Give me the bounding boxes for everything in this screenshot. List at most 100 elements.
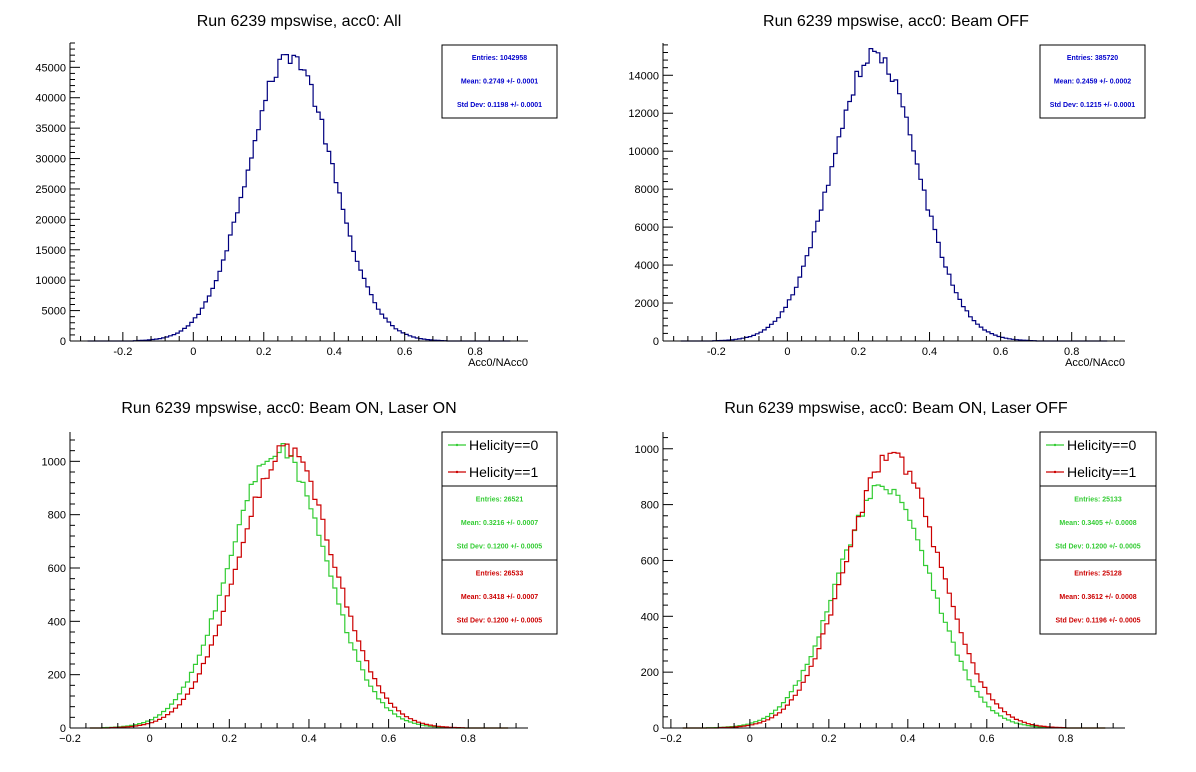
- y-tick-label: 2000: [635, 298, 659, 310]
- y-tick-label: 200: [48, 670, 66, 682]
- stats-line: Std Dev: 0.1200 +/- 0.0005: [457, 618, 543, 625]
- y-tick-label: 0: [60, 723, 66, 735]
- stats-line: Mean: 0.3216 +/- 0.0007: [461, 520, 538, 527]
- stats-line: Entries: 385720: [1067, 55, 1118, 62]
- y-tick-label: 35000: [35, 123, 66, 135]
- x-tick-label: -0.2: [113, 346, 132, 358]
- chart-title: Run 6239 mpswise, acc0: Beam OFF: [763, 13, 1029, 30]
- histogram-series-1: [680, 48, 1108, 342]
- legend-marker: [1053, 443, 1057, 447]
- histogram-series-2: [89, 443, 509, 729]
- x-tick-label: 0.4: [301, 733, 316, 745]
- stats-line: Entries: 25128: [1074, 570, 1122, 577]
- legend-box: [441, 431, 558, 487]
- x-tick-label: 0.6: [397, 346, 412, 358]
- x-tick-label: 0.6: [993, 346, 1008, 358]
- chart-title: Run 6239 mpswise, acc0: Beam ON, Laser O…: [121, 400, 456, 417]
- stats-box: [1039, 44, 1146, 119]
- y-tick-label: 600: [48, 563, 66, 575]
- stats-box: [1039, 485, 1157, 561]
- y-tick-label: 10000: [35, 275, 66, 287]
- y-tick-label: 14000: [628, 70, 659, 82]
- y-tick-label: 0: [653, 336, 659, 348]
- chart-title: Run 6239 mpswise, acc0: All: [197, 13, 402, 30]
- chart-panel-4: Run 6239 mpswise, acc0: Beam ON, Laser O…: [635, 400, 1157, 745]
- y-tick-label: 1000: [42, 456, 66, 468]
- histogram-series-2: [682, 451, 1106, 729]
- x-axis-label: Acc0/NAcc0: [1065, 357, 1125, 369]
- stats-line: Mean: 0.2749 +/- 0.0001: [461, 79, 538, 86]
- x-tick-label: 0.4: [327, 346, 342, 358]
- y-tick-label: 400: [641, 611, 659, 623]
- x-tick-label: 0.8: [1064, 346, 1079, 358]
- y-tick-label: 5000: [42, 306, 66, 318]
- legend-marker: [1053, 470, 1057, 474]
- stats-line: Mean: 0.3612 +/- 0.0008: [1059, 594, 1136, 601]
- y-tick-label: 45000: [35, 62, 66, 74]
- y-tick-label: 0: [653, 723, 659, 735]
- legend-label: Helicity==1: [1067, 464, 1136, 480]
- y-tick-label: 25000: [35, 184, 66, 196]
- stats-line: Std Dev: 0.1215 +/- 0.0001: [1050, 102, 1136, 109]
- stats-line: Mean: 0.3418 +/- 0.0007: [461, 594, 538, 601]
- legend-label: Helicity==1: [469, 464, 538, 480]
- y-tick-label: 4000: [635, 260, 659, 272]
- y-tick-label: 600: [641, 555, 659, 567]
- stats-line: Mean: 0.3405 +/- 0.0008: [1059, 520, 1136, 527]
- legend-box: [1039, 431, 1157, 487]
- stats-box: [441, 44, 558, 119]
- chart-panel-1: Run 6239 mpswise, acc0: All -0.2 0 0.2 0.4 0.…: [35, 13, 558, 369]
- x-tick-label: 0.4: [900, 733, 915, 745]
- y-tick-label: 6000: [635, 222, 659, 234]
- x-tick-label: 0: [747, 733, 753, 745]
- x-tick-label: 0.2: [222, 733, 237, 745]
- y-tick-label: 800: [48, 510, 66, 522]
- chart-panel-2: Run 6239 mpswise, acc0: Beam OFF -0.2 0 0.2…: [628, 13, 1146, 369]
- stats-line: Std Dev: 0.1198 +/- 0.0001: [457, 102, 542, 109]
- y-tick-label: 40000: [35, 93, 66, 105]
- y-tick-label: 800: [641, 500, 659, 512]
- stats-line: Entries: 25133: [1074, 496, 1122, 503]
- x-tick-label: −0.2: [660, 733, 682, 745]
- legend-label: Helicity==0: [469, 437, 538, 453]
- y-tick-label: 15000: [35, 245, 66, 257]
- y-tick-label: 0: [60, 336, 66, 348]
- x-tick-label: −0.2: [59, 733, 81, 745]
- stats-line: Std Dev: 0.1200 +/- 0.0005: [457, 544, 543, 551]
- x-tick-label: 0.2: [256, 346, 271, 358]
- x-tick-label: 0: [190, 346, 196, 358]
- y-tick-label: 400: [48, 616, 66, 628]
- stats-line: Entries: 26521: [476, 496, 524, 503]
- legend-label: Helicity==0: [1067, 437, 1136, 453]
- stats-box: [441, 485, 558, 561]
- chart-panel-3: Run 6239 mpswise, acc0: Beam ON, Laser O…: [42, 400, 558, 745]
- y-tick-label: 1000: [635, 444, 659, 456]
- x-tick-label: -0.2: [707, 346, 726, 358]
- stats-line: Entries: 1042958: [472, 55, 527, 62]
- legend-marker: [455, 470, 459, 474]
- y-tick-label: 20000: [35, 214, 66, 226]
- stats-line: Std Dev: 0.1200 +/- 0.0005: [1055, 544, 1141, 551]
- y-tick-label: 8000: [635, 184, 659, 196]
- stats-line: Mean: 0.2459 +/- 0.0002: [1054, 79, 1131, 86]
- y-tick-label: 12000: [628, 108, 659, 120]
- x-axis-label: Acc0/NAcc0: [468, 357, 528, 369]
- x-tick-label: 0.2: [851, 346, 866, 358]
- legend-marker: [455, 443, 459, 447]
- y-tick-label: 30000: [35, 154, 66, 166]
- stats-box: [441, 559, 558, 635]
- x-tick-label: 0.8: [468, 346, 483, 358]
- x-tick-label: 0.8: [461, 733, 476, 745]
- x-tick-label: 0.6: [381, 733, 396, 745]
- chart-title: Run 6239 mpswise, acc0: Beam ON, Laser O…: [724, 400, 1067, 417]
- y-tick-label: 10000: [628, 146, 659, 158]
- stats-box: [1039, 559, 1157, 635]
- x-tick-label: 0.8: [1058, 733, 1073, 745]
- stats-line: Entries: 26533: [476, 570, 524, 577]
- x-tick-label: 0.6: [979, 733, 994, 745]
- x-tick-label: 0: [147, 733, 153, 745]
- y-tick-label: 200: [641, 667, 659, 679]
- x-tick-label: 0.2: [821, 733, 836, 745]
